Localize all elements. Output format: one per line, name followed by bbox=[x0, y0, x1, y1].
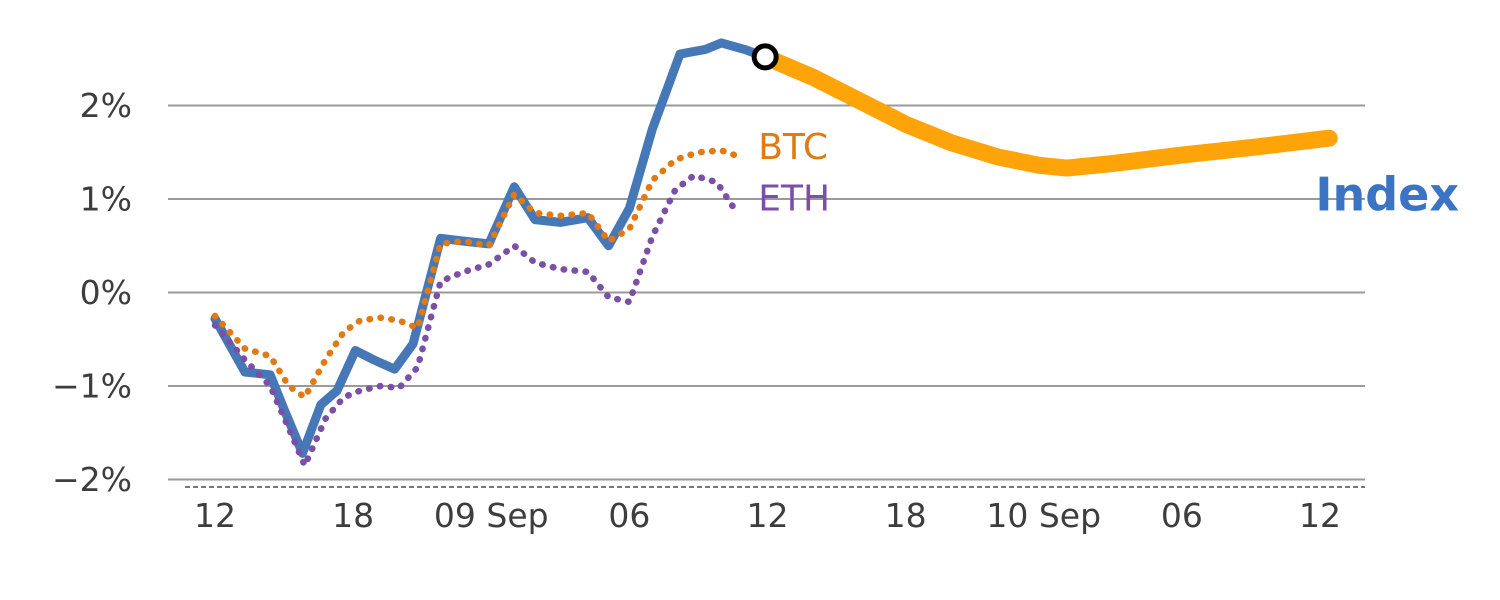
x-tick-label: 10 Sep bbox=[986, 496, 1101, 535]
y-tick-label: 1% bbox=[80, 180, 132, 219]
y-tick-label: −2% bbox=[52, 460, 132, 499]
series-line-index-projection bbox=[756, 48, 1338, 177]
x-tick-label: 06 bbox=[1161, 496, 1203, 535]
endpoint-marker-icon bbox=[751, 43, 779, 71]
y-axis-labels: 2% 1% 0% −1% −2% bbox=[52, 86, 132, 499]
y-tick-label: 0% bbox=[80, 273, 132, 312]
x-tick-label: 12 bbox=[194, 496, 236, 535]
x-axis-labels: 12 18 09 Sep 06 12 18 10 Sep 06 12 bbox=[194, 496, 1341, 535]
endpoint-marker-icon bbox=[751, 43, 779, 71]
series-label-btc: BTC bbox=[758, 127, 828, 168]
x-tick-label: 06 bbox=[608, 496, 650, 535]
series-line-btc bbox=[211, 147, 744, 401]
x-tick-label: 12 bbox=[1299, 496, 1341, 535]
x-tick-label: 18 bbox=[332, 496, 374, 535]
y-tick-label: 2% bbox=[80, 86, 132, 125]
y-tick-label: −1% bbox=[52, 367, 132, 406]
series-line-index bbox=[210, 38, 770, 458]
x-tick-label: 09 Sep bbox=[434, 496, 549, 535]
series-lines bbox=[210, 38, 1338, 469]
x-tick-label: 18 bbox=[885, 496, 927, 535]
series-label-index: Index bbox=[1315, 167, 1459, 221]
series-label-eth: ETH bbox=[758, 179, 830, 220]
series-annotations: BTC ETH Index bbox=[758, 127, 1459, 221]
x-tick-label: 12 bbox=[746, 496, 788, 535]
